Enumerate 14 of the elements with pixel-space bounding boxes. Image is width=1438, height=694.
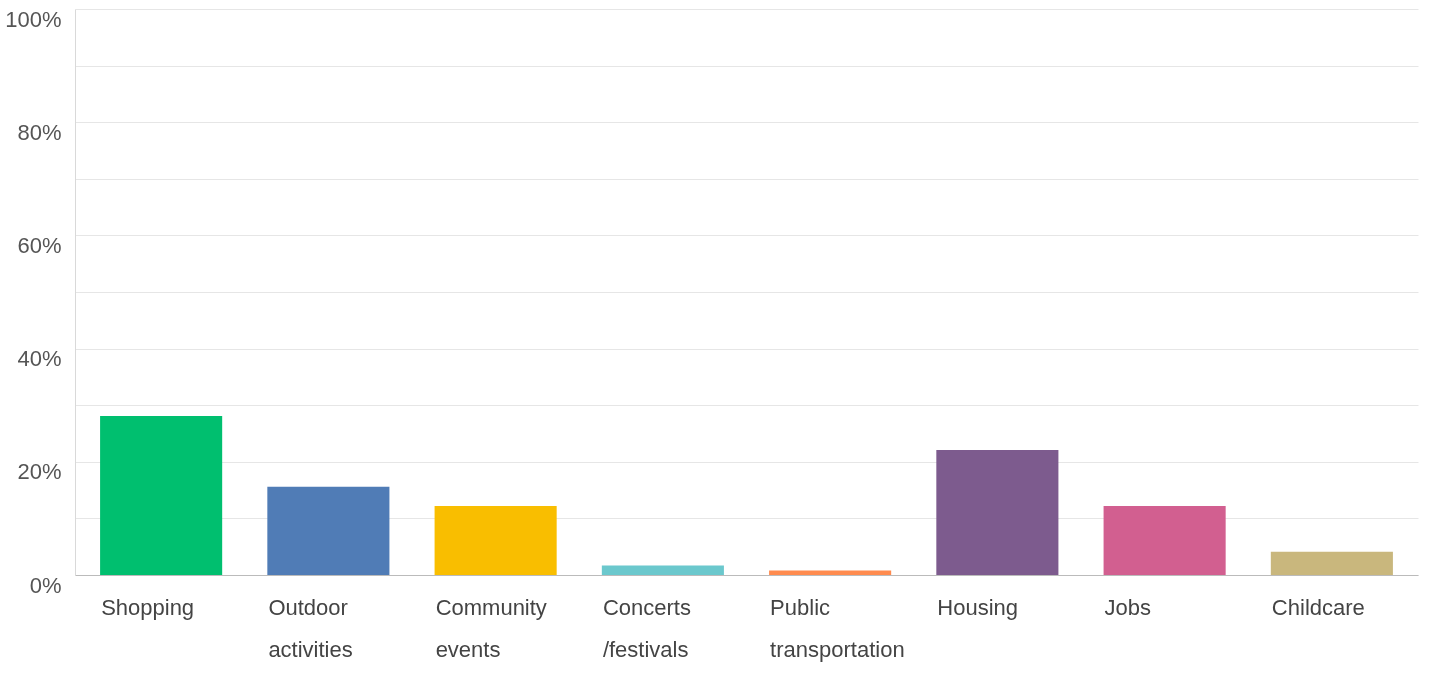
x-tick-label: Jobs bbox=[1104, 594, 1152, 620]
x-tick-label: Shopping bbox=[101, 594, 195, 620]
x-tick-label: Concerts /festivals bbox=[602, 594, 691, 662]
y-tick-label: 80% bbox=[17, 119, 62, 145]
x-tick-label: Housing bbox=[937, 594, 1019, 620]
x-tick-label: Community events bbox=[435, 594, 547, 662]
y-tick-label: 0% bbox=[29, 572, 62, 598]
x-tick-label: Childcare bbox=[1271, 594, 1365, 620]
x-tick-label: Outdoor activities bbox=[268, 594, 353, 662]
y-tick-label: 60% bbox=[17, 232, 62, 258]
y-tick-label: 40% bbox=[17, 346, 62, 372]
y-tick-label: 20% bbox=[17, 459, 62, 485]
x-tick-label: Public transportation bbox=[770, 594, 905, 662]
y-tick-label: 100% bbox=[5, 6, 62, 32]
